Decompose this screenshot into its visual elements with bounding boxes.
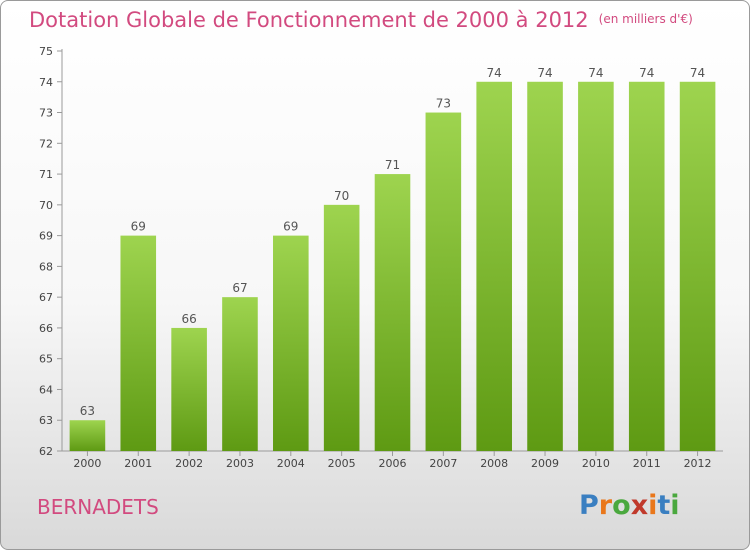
x-tick-label: 2010 xyxy=(582,457,610,470)
logo-letter: o xyxy=(612,490,631,521)
y-tick-label: 67 xyxy=(39,291,53,304)
bar xyxy=(476,81,512,452)
x-tick-label: 2003 xyxy=(226,457,254,470)
logo-letter: i xyxy=(670,490,680,521)
bar xyxy=(273,235,309,451)
bar xyxy=(374,174,411,452)
x-tick-label: 2000 xyxy=(73,457,101,470)
bar xyxy=(628,81,665,452)
y-tick-label: 64 xyxy=(39,383,53,396)
y-tick-label: 66 xyxy=(39,322,53,335)
x-tick-label: 2002 xyxy=(175,457,203,470)
x-tick-label: 2004 xyxy=(277,457,305,470)
data-label: 66 xyxy=(181,312,196,326)
logo-letter: P xyxy=(579,490,599,521)
data-label: 71 xyxy=(385,158,400,172)
data-label: 70 xyxy=(334,189,349,203)
data-label: 69 xyxy=(283,220,298,234)
x-tick-label: 2012 xyxy=(684,457,712,470)
bar xyxy=(425,112,462,452)
y-tick-label: 68 xyxy=(39,260,53,273)
x-tick-label: 2009 xyxy=(531,457,559,470)
y-tick-label: 62 xyxy=(39,445,53,458)
x-tick-label: 2005 xyxy=(328,457,356,470)
data-label: 69 xyxy=(131,220,146,234)
city-name: BERNADETS xyxy=(37,495,159,519)
y-tick-label: 73 xyxy=(39,107,53,120)
title-text: Dotation Globale de Fonctionnement de 20… xyxy=(29,8,589,32)
bar xyxy=(323,204,360,451)
y-tick-label: 63 xyxy=(39,414,53,427)
bar xyxy=(679,81,716,452)
bar xyxy=(120,235,157,451)
x-tick-label: 2008 xyxy=(480,457,508,470)
y-tick-label: 65 xyxy=(39,353,53,366)
bar xyxy=(171,327,207,451)
x-tick-label: 2001 xyxy=(124,457,152,470)
data-label: 67 xyxy=(232,281,247,295)
chart-title: Dotation Globale de Fonctionnement de 20… xyxy=(29,8,693,32)
data-label: 63 xyxy=(80,404,95,418)
logo-letter: t xyxy=(657,490,671,521)
bar xyxy=(578,81,614,452)
data-label: 74 xyxy=(639,66,654,80)
x-tick-label: 2006 xyxy=(379,457,407,470)
data-label: 74 xyxy=(487,66,502,80)
y-tick-label: 69 xyxy=(39,230,53,243)
bar xyxy=(527,81,563,452)
data-label: 73 xyxy=(436,97,451,111)
bar xyxy=(222,297,258,451)
y-tick-label: 70 xyxy=(39,199,53,212)
bar xyxy=(69,420,106,451)
x-tick-label: 2011 xyxy=(633,457,661,470)
y-tick-label: 71 xyxy=(39,168,53,181)
logo-letter: x xyxy=(630,490,649,521)
data-label: 74 xyxy=(588,66,603,80)
chart-subtitle: (en milliers d'€) xyxy=(598,12,693,26)
data-label: 74 xyxy=(690,66,705,80)
proxiti-logo[interactable]: Proxiti xyxy=(579,490,680,521)
y-tick-label: 75 xyxy=(39,45,53,58)
y-tick-label: 72 xyxy=(39,137,53,150)
logo-letter: i xyxy=(648,490,658,521)
logo-letter: r xyxy=(598,490,613,521)
x-tick-label: 2007 xyxy=(429,457,457,470)
data-label: 74 xyxy=(537,66,552,80)
y-tick-label: 74 xyxy=(39,76,53,89)
